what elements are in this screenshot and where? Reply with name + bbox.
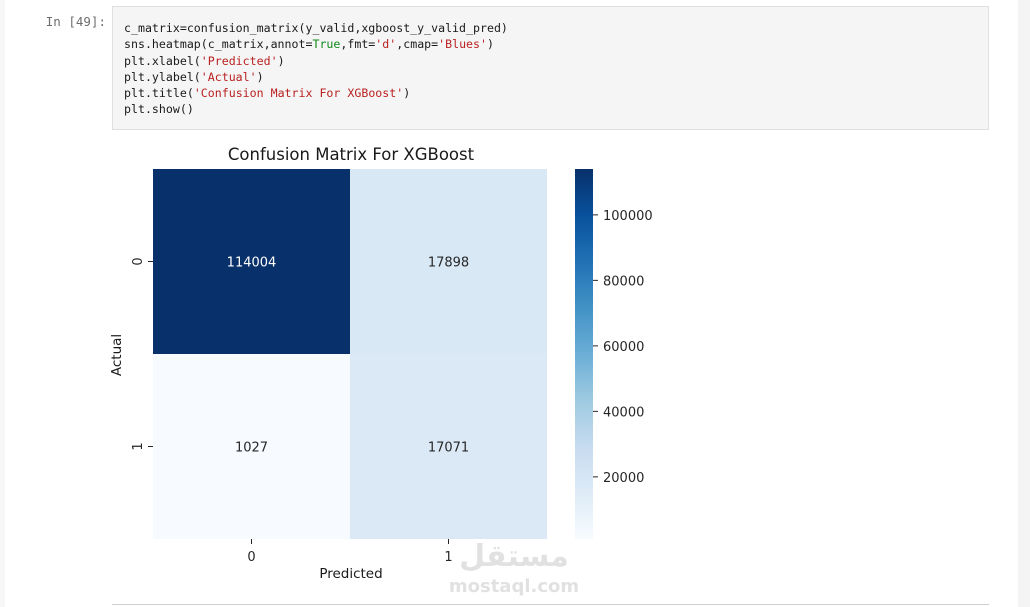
code-token: plt.title( [124, 86, 194, 101]
y-axis-label: Actual [109, 334, 125, 376]
x-tick-label: 0 [247, 550, 255, 565]
code-token: ) [403, 86, 411, 101]
cell-divider [112, 604, 989, 605]
code-text[interactable]: c_matrix=confusion_matrix(y_valid,xgboos… [124, 20, 508, 118]
code-token: ,fmt= [340, 37, 376, 52]
x-axis-label: Predicted [319, 566, 382, 582]
code-token: plt.xlabel( [124, 53, 201, 68]
heatmap-cell [153, 354, 350, 539]
colorbar-tick-label: 20000 [603, 471, 644, 486]
code-token: c_matrix=confusion_matrix(y_valid,xgboos… [124, 21, 508, 35]
colorbar-tick-label: 60000 [603, 340, 644, 355]
axis-ticks: 0 1 0 1 [131, 257, 453, 565]
colorbar-tick-label: 80000 [603, 274, 644, 289]
code-token: ,cmap= [396, 37, 439, 52]
heatmap-cell [153, 169, 350, 354]
cell-annotation: 17898 [428, 256, 469, 271]
code-token: ) [277, 53, 285, 68]
code-token: plt.show() [124, 102, 194, 117]
watermark-brand: mostaql.com [449, 576, 579, 597]
heatmap-cell [350, 354, 547, 539]
code-token: ) [256, 69, 264, 84]
code-token: ) [487, 37, 494, 52]
heatmap-cells: 114004 17898 1027 17071 [153, 169, 547, 539]
watermark-arabic: مستقل [459, 539, 569, 574]
heatmap-cell [350, 169, 547, 354]
code-line[interactable]: plt.ylabel('Actual') [124, 70, 264, 84]
code-token: 'Predicted' [200, 53, 278, 68]
code-line[interactable]: sns.heatmap(c_matrix,annot=True,fmt='d',… [124, 37, 494, 51]
scrollbar-track[interactable] [1018, 0, 1030, 607]
cell-annotation: 1027 [235, 441, 268, 456]
y-tick-label: 1 [131, 442, 146, 450]
confusion-matrix-heatmap: Confusion Matrix For XGBoost Actual Pred… [109, 145, 653, 597]
left-margin [0, 0, 5, 607]
colorbar-tick-label: 100000 [603, 209, 653, 224]
colorbar-tick-label: 40000 [603, 405, 644, 420]
code-token: sns.heatmap(c_matrix,annot= [124, 37, 313, 52]
code-line[interactable]: c_matrix=confusion_matrix(y_valid,xgboos… [124, 21, 508, 35]
colorbar: 20000 40000 60000 80000 100000 [575, 169, 653, 539]
cell-annotation: 114004 [227, 256, 277, 271]
colorbar-gradient [575, 169, 593, 539]
code-token: plt.ylabel( [124, 69, 201, 84]
code-token: 'Actual' [200, 69, 257, 84]
code-token: 'Confusion Matrix For XGBoost' [193, 86, 404, 101]
y-tick-label: 0 [131, 257, 146, 265]
x-tick-label: 1 [444, 550, 452, 565]
cell-output: Confusion Matrix For XGBoost Actual Pred… [100, 136, 700, 601]
code-line[interactable]: plt.show() [124, 102, 194, 116]
watermark: مستقل mostaql.com [449, 539, 579, 597]
code-token: 'Blues' [438, 37, 488, 52]
chart-title: Confusion Matrix For XGBoost [228, 145, 475, 164]
input-prompt: In [49]: [45, 14, 106, 29]
code-token: 'd' [375, 37, 397, 52]
code-line[interactable]: plt.title('Confusion Matrix For XGBoost'… [124, 86, 410, 100]
code-token: True [312, 37, 341, 52]
cell-annotation: 17071 [428, 441, 469, 456]
code-line[interactable]: plt.xlabel('Predicted') [124, 54, 285, 68]
code-editor[interactable]: c_matrix=confusion_matrix(y_valid,xgboos… [112, 6, 989, 130]
